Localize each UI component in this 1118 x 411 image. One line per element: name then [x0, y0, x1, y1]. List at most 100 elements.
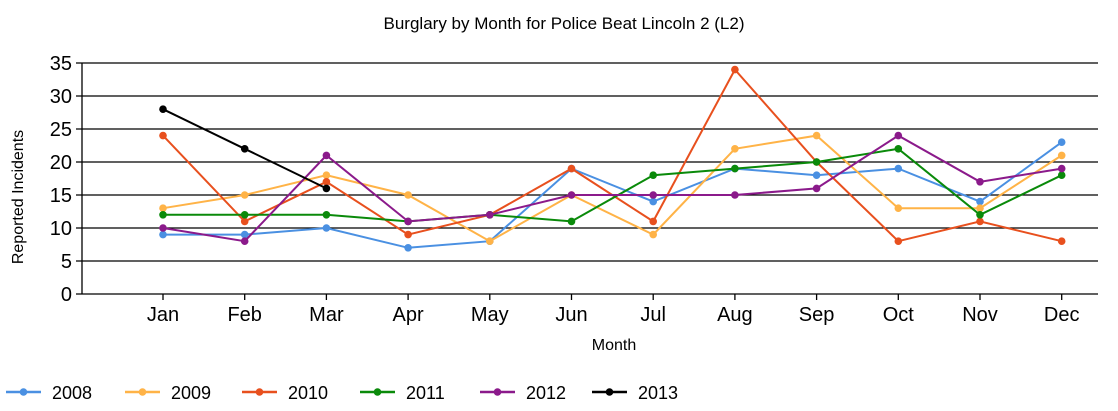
x-tick-label: Sep — [799, 304, 835, 326]
data-point — [1057, 138, 1066, 146]
legend-item-2011: 2011 — [360, 383, 445, 403]
data-point — [567, 217, 576, 226]
x-tick-label: Apr — [393, 304, 424, 326]
series-lines — [159, 65, 1066, 252]
data-point — [159, 230, 167, 239]
chart-title: Burglary by Month for Police Beat Lincol… — [384, 14, 745, 33]
legend-item-2009: 2009 — [125, 383, 211, 403]
y-tick-label: 0 — [61, 284, 72, 306]
series-2012 — [159, 131, 1066, 245]
legend-label: 2010 — [288, 383, 328, 403]
data-point — [322, 151, 331, 160]
data-point — [404, 217, 412, 226]
legend-marker — [373, 388, 382, 396]
legend-marker — [255, 388, 264, 396]
y-tick-label: 30 — [50, 86, 72, 108]
x-axis-label: Month — [592, 337, 636, 354]
legend-marker — [493, 388, 502, 396]
data-point — [812, 171, 821, 179]
y-axis-ticks: 0 5 10 15 20 25 30 35 — [50, 53, 72, 306]
data-point — [404, 244, 412, 252]
legend-label: 2008 — [52, 383, 92, 403]
data-point — [894, 131, 903, 140]
series-2013 — [159, 105, 331, 193]
x-tick-label: Jun — [555, 304, 587, 326]
legend-label: 2012 — [526, 383, 566, 403]
y-tick-label: 20 — [50, 152, 72, 174]
y-tick-label: 35 — [50, 53, 72, 75]
series-2010 — [159, 65, 1066, 245]
data-point — [159, 211, 167, 219]
x-tick-label: Dec — [1044, 304, 1080, 326]
data-point — [731, 145, 739, 153]
legend-label: 2011 — [406, 383, 445, 403]
data-point — [894, 204, 903, 212]
legend-marker — [19, 388, 28, 396]
data-point — [812, 158, 821, 166]
data-point — [976, 197, 984, 206]
data-point — [240, 191, 249, 199]
data-point — [322, 184, 331, 193]
data-point — [649, 230, 657, 239]
data-point — [649, 171, 657, 179]
series-2009 — [159, 131, 1066, 245]
data-point — [1057, 151, 1066, 160]
data-point — [976, 178, 984, 186]
series-line — [162, 134, 1063, 243]
data-point — [976, 217, 984, 226]
legend-item-2012: 2012 — [480, 383, 566, 403]
data-point — [649, 217, 657, 226]
data-point — [322, 171, 331, 179]
legend-marker — [138, 388, 147, 396]
data-point — [649, 197, 657, 206]
data-point — [159, 224, 167, 232]
data-point — [1057, 237, 1066, 245]
data-point — [731, 164, 739, 173]
data-point — [894, 145, 903, 153]
legend-item-2008: 2008 — [6, 383, 92, 403]
data-point — [649, 191, 657, 199]
x-tick-label: Mar — [309, 304, 344, 326]
data-point — [404, 191, 412, 199]
data-point — [567, 164, 576, 173]
x-tick-label: Jul — [640, 304, 666, 326]
x-tick-label: Jan — [147, 304, 179, 326]
series-line — [163, 141, 1063, 249]
data-point — [322, 178, 331, 186]
x-tick-label: May — [471, 304, 509, 326]
y-tick-label: 10 — [50, 218, 72, 240]
x-tick-label: Oct — [883, 304, 915, 326]
data-point — [486, 237, 494, 245]
data-point — [322, 211, 331, 219]
data-point — [976, 211, 984, 219]
data-point — [240, 211, 249, 219]
legend-item-2013: 2013 — [592, 383, 678, 403]
data-point — [812, 184, 821, 193]
data-point — [240, 217, 249, 226]
data-point — [240, 230, 249, 239]
y-tick-label: 5 — [61, 251, 72, 273]
legend-item-2010: 2010 — [242, 383, 328, 403]
data-point — [240, 237, 249, 245]
legend-label: 2009 — [171, 383, 211, 403]
data-point — [567, 191, 576, 199]
data-point — [731, 191, 739, 199]
y-axis-label: Reported Incidents — [10, 130, 27, 264]
data-point — [894, 237, 903, 245]
data-point — [404, 230, 412, 239]
y-tick-label: 25 — [50, 119, 72, 141]
series-line — [163, 147, 1063, 223]
series-line — [162, 134, 1062, 243]
y-tick-label: 15 — [50, 185, 72, 207]
data-point — [240, 145, 249, 153]
data-point — [159, 105, 167, 113]
data-point — [322, 224, 331, 232]
data-point — [1057, 171, 1066, 179]
legend-marker — [605, 388, 614, 396]
data-point — [976, 204, 984, 212]
legend-label: 2013 — [638, 383, 678, 403]
legend: 2008 2009 2010 2011 2012 2013 — [6, 383, 678, 403]
data-point — [731, 65, 739, 74]
data-point — [159, 131, 167, 140]
